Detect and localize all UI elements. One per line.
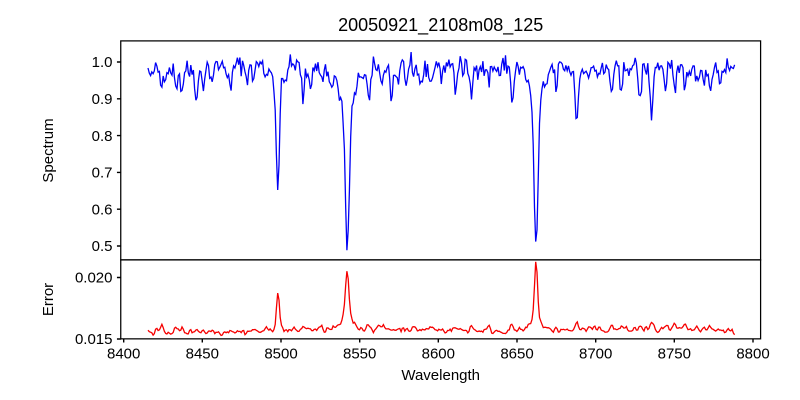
svg-text:Error: Error (40, 283, 57, 316)
svg-text:8750: 8750 (658, 346, 691, 363)
svg-text:0.015: 0.015 (75, 331, 113, 348)
svg-text:8700: 8700 (579, 346, 612, 363)
svg-text:Spectrum: Spectrum (40, 118, 57, 182)
svg-text:0.7: 0.7 (92, 165, 113, 182)
svg-text:0.020: 0.020 (75, 270, 113, 287)
svg-text:1.0: 1.0 (92, 54, 113, 71)
svg-text:20050921_2108m08_125: 20050921_2108m08_125 (338, 15, 543, 36)
svg-text:8500: 8500 (264, 346, 297, 363)
svg-text:8650: 8650 (500, 346, 533, 363)
svg-text:8550: 8550 (343, 346, 376, 363)
svg-text:8400: 8400 (107, 346, 140, 363)
svg-text:8800: 8800 (736, 346, 769, 363)
svg-text:0.6: 0.6 (92, 201, 113, 218)
svg-text:8600: 8600 (422, 346, 455, 363)
svg-text:8450: 8450 (186, 346, 219, 363)
svg-text:0.5: 0.5 (92, 238, 113, 255)
svg-text:0.9: 0.9 (92, 91, 113, 108)
svg-text:0.8: 0.8 (92, 128, 113, 145)
svg-text:Wavelength: Wavelength (401, 367, 480, 384)
